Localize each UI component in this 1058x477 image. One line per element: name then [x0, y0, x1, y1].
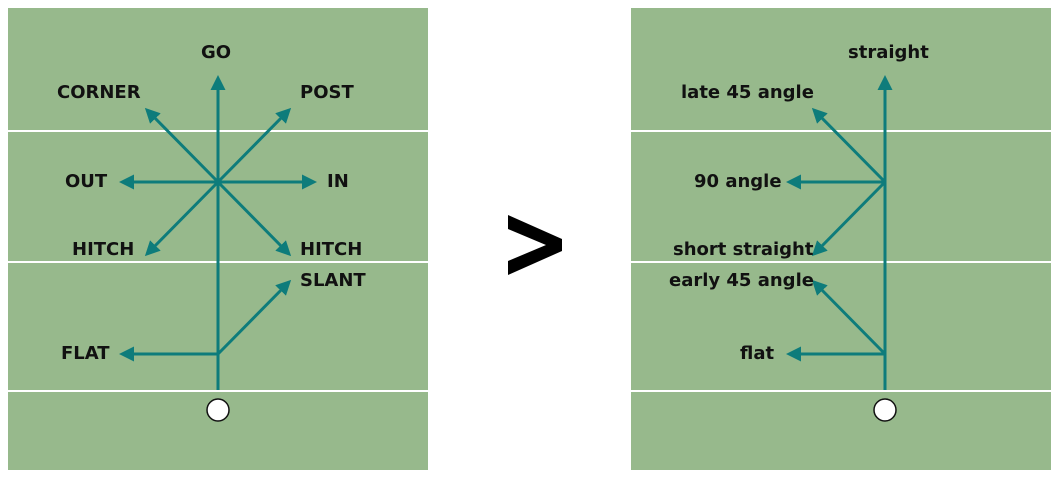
- post-route-line: [216, 107, 292, 184]
- label-slant: SLANT: [300, 270, 366, 291]
- route-tree-diagram: [119, 75, 317, 422]
- greater-than-symbol: [508, 215, 562, 275]
- label-short-straight: short straight: [673, 239, 814, 260]
- label-early-45-angle: early 45 angle: [669, 270, 814, 291]
- slant-route-line: [216, 279, 292, 356]
- label-in: IN: [327, 171, 349, 192]
- label-out: OUT: [65, 171, 108, 192]
- label-flat: flat: [740, 343, 775, 364]
- late-45-route-line: [811, 107, 887, 184]
- hitch-right-route-line: [216, 180, 292, 257]
- corner-route-line: [144, 107, 220, 184]
- label-hitch-left: HITCH: [72, 239, 135, 260]
- yard-line: [631, 261, 1051, 263]
- short-straight-route-line: [811, 180, 887, 257]
- early-45-route-line: [811, 279, 887, 356]
- label-go: GO: [201, 42, 232, 63]
- label-90-angle: 90 angle: [694, 171, 782, 192]
- yard-line: [8, 390, 428, 392]
- ball-marker: [873, 398, 897, 422]
- label-corner: CORNER: [57, 82, 141, 103]
- label-straight: straight: [848, 42, 929, 63]
- hitch-left-route-line: [144, 180, 220, 257]
- label-flat: FLAT: [61, 343, 110, 364]
- yard-line: [631, 390, 1051, 392]
- right-field-panel: straight late 45 angle 90 angle short st…: [631, 8, 1051, 470]
- label-post: POST: [300, 82, 354, 103]
- left-field-panel: GO CORNER POST OUT IN HITCH HITCH SLANT …: [8, 8, 428, 470]
- yard-line: [631, 130, 1051, 132]
- label-hitch-right: HITCH: [300, 239, 363, 260]
- route-description-diagram: [786, 75, 897, 422]
- label-late-45-angle: late 45 angle: [681, 82, 814, 103]
- ball-marker: [206, 398, 230, 422]
